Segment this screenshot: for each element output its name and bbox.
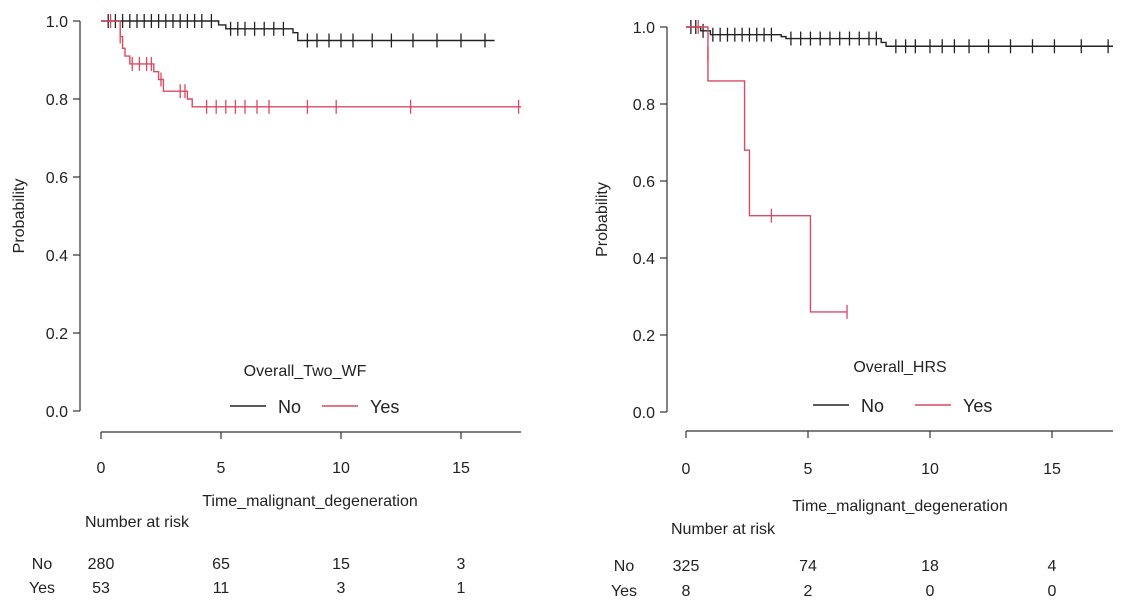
x-tick-label: 10	[332, 460, 350, 477]
x-tick-label: 15	[1043, 461, 1061, 478]
risk-count: 1	[457, 580, 466, 597]
legend-title: Overall_HRS	[853, 359, 946, 376]
risk-count: 325	[673, 558, 700, 575]
legend-title: Overall_Two_WF	[244, 363, 367, 380]
x-axis-label: Time_malignant_degeneration	[202, 493, 418, 510]
risk-count: 0	[926, 583, 935, 600]
y-tick-label: 0.0	[46, 404, 68, 421]
risk-count: 0	[1048, 583, 1057, 600]
risk-count: 3	[457, 556, 466, 573]
risk-count: 3	[337, 580, 346, 597]
x-tick-label: 15	[452, 460, 470, 477]
y-tick-label: 1.0	[633, 20, 655, 37]
risk-count: 65	[212, 556, 230, 573]
y-tick-label: 0.6	[46, 170, 68, 187]
risk-row-label: Yes	[29, 580, 55, 597]
y-tick-label: 0.8	[633, 97, 655, 114]
risk-row-label: Yes	[611, 583, 637, 600]
risk-row-label: No	[32, 556, 53, 573]
y-axis-label: Probability	[11, 179, 28, 254]
risk-count: 8	[682, 583, 691, 600]
x-tick-label: 10	[921, 461, 939, 478]
x-tick-label: 5	[217, 460, 226, 477]
risk-count: 53	[92, 580, 110, 597]
x-tick-label: 5	[804, 461, 813, 478]
y-tick-label: 0.8	[46, 92, 68, 109]
x-axis-label: Time_malignant_degeneration	[792, 498, 1008, 515]
risk-count: 4	[1048, 558, 1057, 575]
risk-table-title: Number at risk	[671, 521, 776, 538]
y-tick-label: 0.4	[633, 251, 655, 268]
risk-count: 11	[213, 580, 230, 597]
y-tick-label: 0.6	[633, 174, 655, 191]
y-tick-label: 1.0	[46, 14, 68, 31]
risk-count: 18	[921, 558, 939, 575]
km-curve-yes	[686, 26, 848, 313]
km-curve-no	[101, 20, 495, 42]
risk-count: 15	[332, 556, 350, 573]
legend-label-yes: Yes	[963, 396, 992, 416]
km-curve-yes	[101, 20, 521, 108]
risk-count: 74	[799, 558, 817, 575]
y-tick-label: 0.2	[46, 326, 68, 343]
y-axis-label: Probability	[594, 182, 611, 257]
y-tick-label: 0.0	[633, 405, 655, 422]
risk-table-title: Number at risk	[85, 514, 190, 531]
legend-label-yes: Yes	[370, 397, 399, 417]
legend-label-no: No	[278, 397, 301, 417]
x-tick-label: 0	[97, 460, 106, 477]
legend-label-no: No	[861, 396, 884, 416]
x-tick-label: 0	[682, 461, 691, 478]
y-tick-label: 0.4	[46, 248, 68, 265]
y-tick-label: 0.2	[633, 328, 655, 345]
km-curve-no	[686, 26, 1113, 47]
risk-row-label: No	[614, 558, 635, 575]
risk-count: 280	[88, 556, 115, 573]
risk-count: 2	[804, 583, 813, 600]
